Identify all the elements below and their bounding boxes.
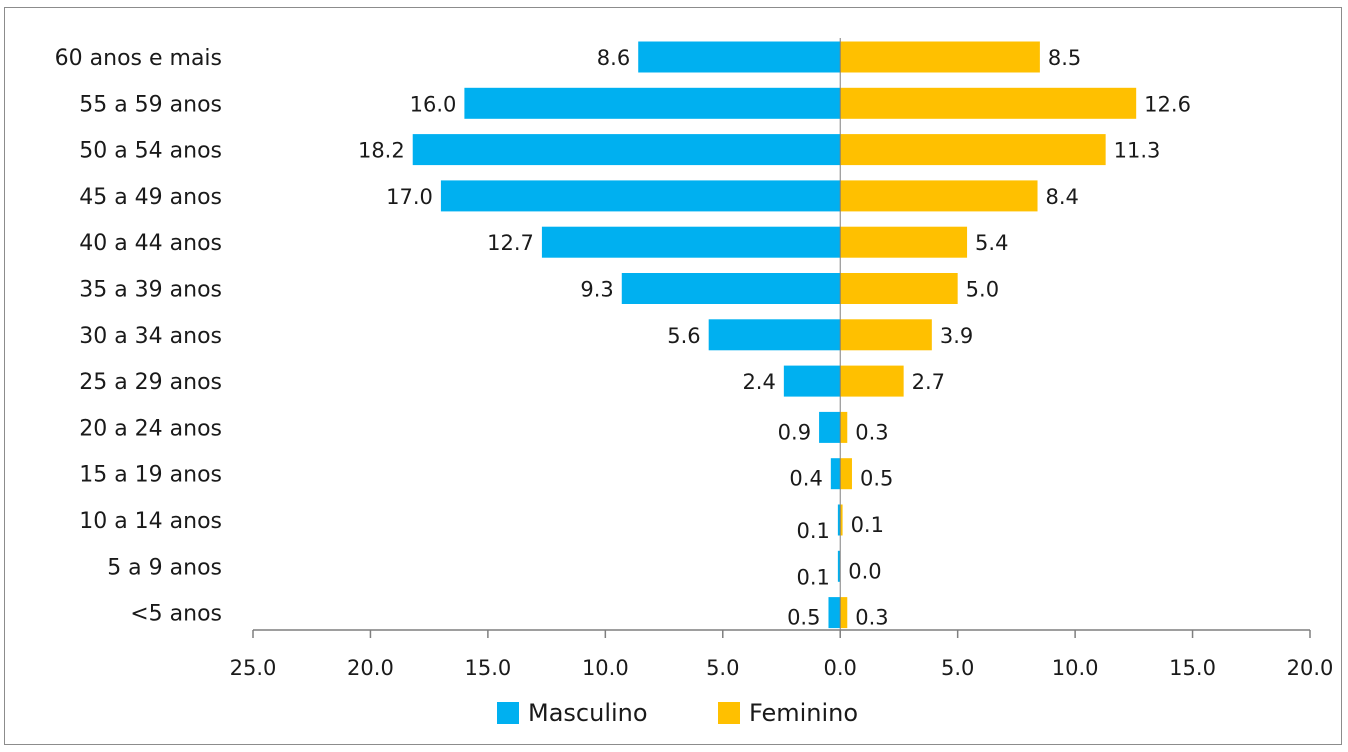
bar-masculino-50-a-54-anos [412,134,841,166]
value-labels-group: 8.6 8.5 16.0 12.6 18.2 11.3 17.0 8.4 12.7 5.4 9.3 5… [358,46,1191,630]
value-label-masculino-25-a-29-anos: 2.4 [742,370,775,394]
value-label-feminino-30-a-34-anos: 3.9 [940,324,973,348]
legend-swatch-masculino [497,702,519,724]
bar-feminino-5-anos [840,597,848,629]
value-label-masculino-50-a-54-anos: 18.2 [358,139,405,163]
value-label-masculino-15-a-19-anos: 0.4 [789,467,822,491]
x-axis: 25.0 20.0 15.0 10.0 5.0 0.0 5.0 10.0 15.0 20.0 [230,38,1334,680]
category-labels-group: 60 anos e mais 55 a 59 anos 50 a 54 anos 45… [55,46,222,627]
bar-feminino-45-a-49-anos [840,180,1038,212]
legend-label-masculino: Masculino [528,699,648,727]
value-label-masculino-5-a-9-anos: 0.1 [796,565,829,589]
bar-masculino-25-a-29-anos [783,365,841,397]
category-label-60-anos-e-mais: 60 anos e mais [55,46,222,71]
bar-masculino-30-a-34-anos [708,319,841,351]
value-label-masculino-20-a-24-anos: 0.9 [778,420,811,444]
bars-group [412,41,1137,629]
category-label-40-a-44-anos: 40 a 44 anos [79,231,222,256]
value-label-feminino-60-anos-e-mais: 8.5 [1048,46,1081,70]
value-label-masculino-35-a-39-anos: 9.3 [580,278,613,302]
category-label-5-a-9-anos: 5 a 9 anos [107,555,222,580]
category-label-50-a-54-anos: 50 a 54 anos [79,139,222,164]
bar-feminino-15-a-19-anos [840,458,852,490]
value-label-feminino-45-a-49-anos: 8.4 [1046,185,1079,209]
bar-masculino-20-a-24-anos [819,411,841,443]
value-label-masculino-40-a-44-anos: 12.7 [487,231,534,255]
value-label-masculino-10-a-14-anos: 0.1 [796,519,829,543]
category-label-5-anos: <5 anos [130,602,222,627]
category-label-15-a-19-anos: 15 a 19 anos [79,463,222,488]
bar-masculino-5-anos [828,597,841,629]
value-label-feminino-35-a-39-anos: 5.0 [966,278,999,302]
bar-feminino-10-a-14-anos [840,504,843,536]
bar-masculino-10-a-14-anos [837,504,841,536]
legend-swatch-feminino [718,702,740,724]
legend: Masculino Feminino [497,699,858,727]
category-label-45-a-49-anos: 45 a 49 anos [79,185,222,210]
bar-feminino-20-a-24-anos [840,411,848,443]
bar-feminino-55-a-59-anos [840,87,1137,119]
value-label-masculino-55-a-59-anos: 16.0 [410,92,457,116]
value-label-feminino-55-a-59-anos: 12.6 [1144,92,1191,116]
bar-masculino-35-a-39-anos [621,273,841,304]
value-label-masculino-30-a-34-anos: 5.6 [667,324,700,348]
value-label-feminino-10-a-14-anos: 0.1 [851,513,884,537]
category-label-20-a-24-anos: 20 a 24 anos [79,416,222,441]
value-label-feminino-5-anos: 0.3 [855,606,888,630]
x-tick-label: 15.0 [1169,656,1216,680]
bar-masculino-40-a-44-anos [541,226,841,258]
bar-masculino-60-anos-e-mais [638,41,841,73]
bar-feminino-25-a-29-anos [840,365,904,397]
bar-masculino-5-a-9-anos [837,550,841,582]
x-tick-label: 5.0 [941,656,974,680]
category-label-25-a-29-anos: 25 a 29 anos [79,370,222,395]
bar-feminino-50-a-54-anos [840,134,1106,166]
value-label-feminino-5-a-9-anos: 0.0 [848,559,881,583]
bar-masculino-15-a-19-anos [830,458,841,490]
value-label-masculino-45-a-49-anos: 17.0 [386,185,433,209]
x-tick-label: 0.0 [824,656,857,680]
x-tick-label: 15.0 [465,656,512,680]
bar-feminino-40-a-44-anos [840,226,968,258]
x-tick-label: 20.0 [1287,656,1334,680]
value-label-masculino-60-anos-e-mais: 8.6 [597,46,630,70]
x-tick-label: 10.0 [1052,656,1099,680]
legend-label-feminino: Feminino [749,699,858,727]
value-label-feminino-15-a-19-anos: 0.5 [860,467,893,491]
bar-masculino-45-a-49-anos [440,180,841,212]
bar-feminino-60-anos-e-mais [840,41,1040,73]
category-label-30-a-34-anos: 30 a 34 anos [79,324,222,349]
value-label-feminino-50-a-54-anos: 11.3 [1114,139,1161,163]
value-label-masculino-5-anos: 0.5 [787,606,820,630]
value-label-feminino-40-a-44-anos: 5.4 [975,231,1008,255]
chart-frame [4,7,1342,745]
x-tick-label: 10.0 [582,656,629,680]
value-label-feminino-20-a-24-anos: 0.3 [855,420,888,444]
x-tick-label: 20.0 [347,656,394,680]
category-label-35-a-39-anos: 35 a 39 anos [79,278,222,303]
x-tick-label: 25.0 [230,656,277,680]
category-label-10-a-14-anos: 10 a 14 anos [79,509,222,534]
value-label-feminino-25-a-29-anos: 2.7 [912,370,945,394]
bar-masculino-55-a-59-anos [464,87,841,119]
bar-feminino-30-a-34-anos [840,319,932,351]
bar-feminino-35-a-39-anos [840,273,958,304]
category-label-55-a-59-anos: 55 a 59 anos [79,92,222,117]
x-tick-label: 5.0 [706,656,739,680]
